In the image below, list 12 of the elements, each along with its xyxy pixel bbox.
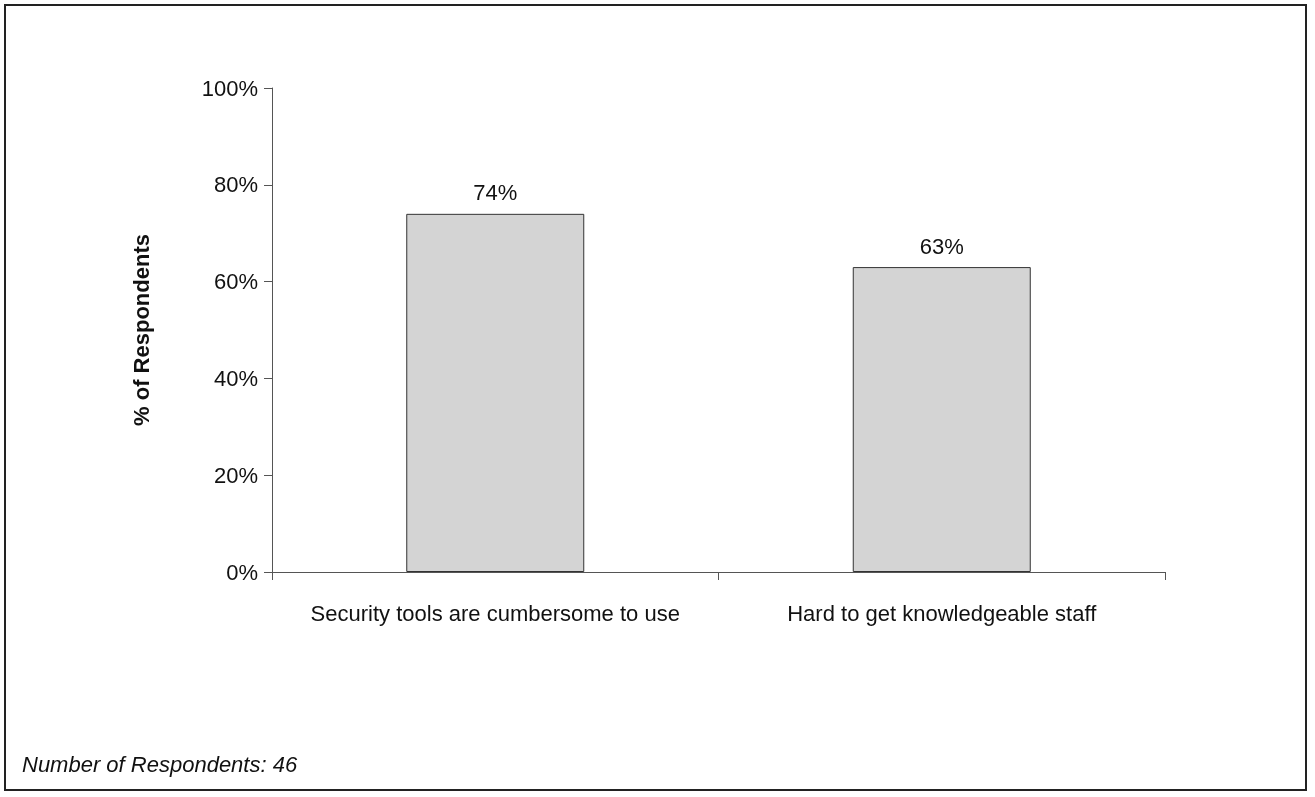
x-tick-label: Security tools are cumbersome to use <box>310 600 680 626</box>
y-tick-label: 100% <box>201 75 258 101</box>
y-axis-title: % of Respondents <box>128 234 154 426</box>
y-tick-label: 60% <box>213 269 258 295</box>
y-tick-label: 20% <box>213 462 258 488</box>
data-label: 63% <box>919 233 964 259</box>
y-tick-label: 40% <box>213 365 258 391</box>
data-label: 74% <box>473 180 518 206</box>
y-tick-label: 0% <box>226 559 258 585</box>
x-tick-label: Hard to get knowledgeable staff <box>787 600 1098 626</box>
text: Number of Respondents: 46 <box>22 751 298 777</box>
y-tick-label: 80% <box>213 172 258 198</box>
